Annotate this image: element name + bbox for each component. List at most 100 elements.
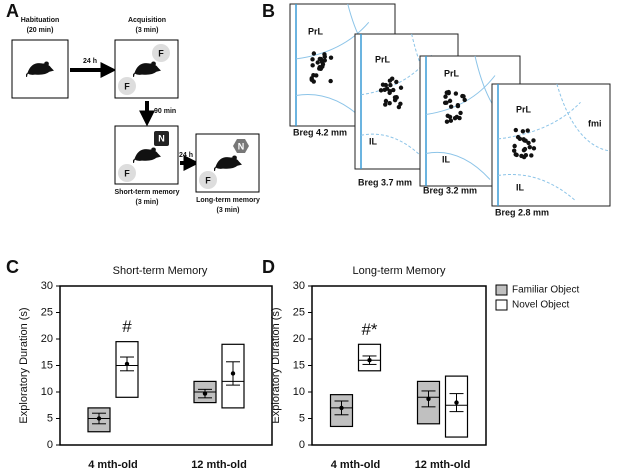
stage-name: Habituation xyxy=(21,17,60,24)
y-axis-label: Exploratory Duration (s) xyxy=(270,307,282,423)
cell-dot xyxy=(514,152,519,158)
mean-dot xyxy=(339,405,344,411)
cell-dot xyxy=(382,87,387,93)
stage-duration: (3 min) xyxy=(136,27,159,34)
cell-dot xyxy=(522,146,528,152)
cell-dot xyxy=(319,59,325,65)
mean-dot xyxy=(202,391,208,396)
y-tick-label: 15 xyxy=(293,359,305,371)
cell-dot xyxy=(460,93,465,99)
object xyxy=(118,164,136,182)
cell-dot xyxy=(444,119,450,124)
cell-dot xyxy=(311,72,316,78)
cell-dot xyxy=(443,94,448,99)
y-tick-label: 5 xyxy=(47,412,53,424)
y-tick-label: 0 xyxy=(299,439,305,451)
mean-dot xyxy=(426,396,431,402)
object xyxy=(233,139,249,153)
mean-dot xyxy=(454,400,459,405)
stage-name: Long-term memory xyxy=(196,197,260,204)
cell-dot xyxy=(315,60,320,65)
legend-label: Novel Object xyxy=(512,300,569,311)
mean-dot xyxy=(230,371,236,376)
sections: PrL Breg 4.2 mm PrL IL Breg 3.7 mm PrL IL Breg … xyxy=(289,3,611,217)
region-label: IL xyxy=(442,154,451,164)
cell-dot xyxy=(310,57,315,62)
cell-dot xyxy=(531,138,536,143)
cell-dot xyxy=(447,114,453,120)
object xyxy=(154,131,169,146)
legend-swatch xyxy=(495,299,508,311)
cell-dot xyxy=(448,104,454,109)
cell-dot xyxy=(462,97,467,103)
object xyxy=(152,44,170,62)
stage-name: Short-term memory xyxy=(115,189,180,196)
y-tick-label: 0 xyxy=(47,439,53,451)
cell-dot xyxy=(378,88,384,93)
object xyxy=(199,171,217,189)
bregma-label: Breg 4.2 mm xyxy=(293,127,347,137)
cell-dot xyxy=(383,82,389,88)
region-label: PrL xyxy=(375,54,391,64)
cell-dot xyxy=(520,129,526,134)
y-tick-label: 25 xyxy=(293,306,305,318)
legend-swatch xyxy=(495,284,508,296)
cell-dot xyxy=(521,154,527,160)
cell-dot xyxy=(328,78,333,84)
panel-label: B xyxy=(262,1,275,21)
y-tick-label: 30 xyxy=(293,280,305,292)
cell-dot xyxy=(391,87,396,93)
cell-dot xyxy=(444,100,449,105)
mean-dot xyxy=(367,358,372,363)
chart-title: Long-term Memory xyxy=(353,265,446,277)
cell-dot xyxy=(454,114,460,120)
cell-dot xyxy=(447,98,453,104)
interval: 24 h xyxy=(83,58,97,65)
cell-dot xyxy=(310,63,315,68)
bregma-label: Breg 3.2 mm xyxy=(423,185,477,195)
region-label: PrL xyxy=(516,104,532,114)
cell-dot xyxy=(394,79,399,85)
interval: 24 h xyxy=(179,152,193,159)
y-tick-label: 20 xyxy=(293,333,305,345)
panel-label: D xyxy=(262,257,275,277)
brain-section xyxy=(491,83,611,207)
cell-dot xyxy=(398,85,404,90)
y-tick-label: 25 xyxy=(41,306,53,318)
chart-title: Short-term Memory xyxy=(113,265,208,277)
y-axis-label: Exploratory Duration (s) xyxy=(18,307,30,423)
cell-dot xyxy=(458,110,463,116)
cell-dot xyxy=(322,54,327,59)
bregma-label: Breg 2.8 mm xyxy=(495,207,549,217)
cell-dot xyxy=(388,82,393,88)
charts: C Short-term Memory Exploratory Duration (… xyxy=(6,257,579,471)
mean-dot xyxy=(124,361,130,367)
interval: 90 min xyxy=(154,108,176,115)
cell-dot xyxy=(311,51,317,56)
region-label: PrL xyxy=(308,26,324,36)
cell-dot xyxy=(392,97,398,103)
region-label: PrL xyxy=(444,68,460,78)
region-label: IL xyxy=(516,182,525,192)
cell-dot xyxy=(531,146,537,151)
mean-dot xyxy=(96,416,102,421)
cell-dot xyxy=(383,98,389,104)
legend-label: Familiar Object xyxy=(512,285,579,296)
object-label: F xyxy=(205,175,211,185)
object-label: N xyxy=(238,141,245,151)
y-tick-label: 5 xyxy=(299,412,305,424)
object-label: F xyxy=(124,168,130,178)
cell-dot xyxy=(529,153,534,158)
x-tick-label: 4 mth-old xyxy=(88,459,138,471)
stage-name: Acquisition xyxy=(128,17,166,24)
cell-dot xyxy=(523,138,528,143)
y-tick-label: 10 xyxy=(293,386,305,398)
y-tick-label: 10 xyxy=(41,386,53,398)
cell-dot xyxy=(512,143,517,149)
cell-dot xyxy=(317,66,322,71)
object-label: F xyxy=(124,81,130,91)
cell-dot xyxy=(455,103,461,109)
x-tick-label: 4 mth-old xyxy=(331,459,381,471)
